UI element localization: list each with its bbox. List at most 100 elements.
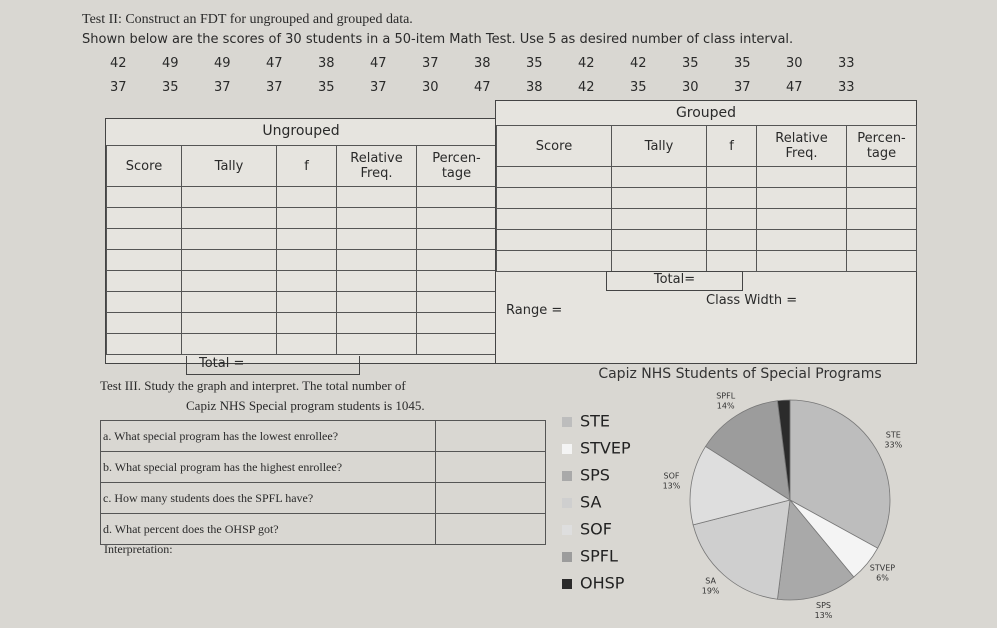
blank-cell (611, 208, 707, 230)
blank-cell (276, 312, 337, 334)
score: 35 (526, 56, 543, 71)
score: 37 (214, 80, 231, 95)
column-header: Relative Freq. (756, 125, 847, 167)
ungrouped-box: Ungrouped Score Tally f Relative Freq. Perce… (105, 118, 497, 364)
blank-cell (181, 270, 277, 292)
slice-name: SPFL (716, 392, 736, 401)
blank-cell (416, 249, 497, 271)
blank-cell (496, 208, 612, 230)
blank-cell (336, 312, 417, 334)
score: 35 (630, 80, 647, 95)
column-header: f (276, 145, 337, 187)
score: 30 (682, 80, 699, 95)
answer-cell (435, 420, 546, 452)
blank-row (496, 229, 917, 251)
blank-cell (496, 250, 612, 272)
blank-cell (276, 270, 337, 292)
blank-cell (336, 333, 417, 355)
score: 38 (526, 80, 543, 95)
legend-label: SPFL (580, 547, 618, 566)
slice-percent: 33% (884, 440, 902, 449)
column-header: Tally (181, 145, 277, 187)
score: 37 (370, 80, 387, 95)
score: 35 (682, 56, 699, 71)
blank-cell (756, 166, 847, 188)
class-width-label: Class Width = (706, 293, 798, 308)
blank-cell (181, 186, 277, 208)
blank-row (106, 186, 497, 208)
blank-cell (181, 312, 277, 334)
slice-percent: 14% (717, 402, 735, 411)
legend-label: SA (580, 493, 601, 512)
ungrouped-title: Ungrouped (262, 123, 340, 139)
ungrouped-total: Total = (186, 356, 360, 375)
score: 38 (474, 56, 491, 71)
legend-swatch (562, 579, 572, 589)
chart-title: Capiz NHS Students of Special Programs (598, 366, 881, 382)
score: 35 (162, 80, 179, 95)
column-header: Score (496, 125, 612, 167)
blank-cell (706, 187, 757, 209)
score: 47 (370, 56, 387, 71)
score: 33 (838, 56, 855, 71)
slice-name: STE (886, 430, 901, 439)
legend-label: SPS (580, 466, 610, 485)
blank-row (106, 333, 497, 355)
blank-cell (611, 250, 707, 272)
grouped-table: Score Tally f Relative Freq. Percen- tage (496, 125, 917, 272)
pie-chart: Capiz NHS Students of Special Programs S… (562, 366, 903, 620)
column-header: Percen- tage (846, 125, 917, 167)
score: 35 (734, 56, 751, 71)
slice-percent: 19% (702, 587, 720, 596)
blank-cell (416, 333, 497, 355)
header-row: Score Tally f Relative Freq. Percen- tage (106, 145, 497, 187)
test3-instruction-cont: Capiz NHS Special program students is 10… (186, 398, 425, 413)
score: 37 (266, 80, 283, 95)
slice-name: SOF (663, 471, 679, 480)
blank-cell (706, 250, 757, 272)
slice-name: SPS (816, 601, 831, 610)
score: 33 (838, 80, 855, 95)
blank-cell (846, 166, 917, 188)
blank-cell (336, 186, 417, 208)
blank-cell (416, 207, 497, 229)
test2-title: Test II: Construct an FDT for ungrouped … (82, 12, 413, 27)
blank-row (496, 250, 917, 272)
blank-cell (706, 208, 757, 230)
interpretation-label: Interpretation: (104, 542, 173, 556)
legend-swatch (562, 552, 572, 562)
blank-cell (106, 207, 182, 229)
blank-row (106, 207, 497, 229)
slice-name: SA (705, 577, 716, 586)
blank-cell (106, 228, 182, 250)
test3-instruction: Test III. Study the graph and interpret.… (100, 378, 406, 393)
legend-label: SOF (580, 520, 612, 539)
blank-cell (336, 270, 417, 292)
grouped-box: Grouped Score Tally f Relative Freq. Percen-… (495, 100, 917, 364)
blank-cell (706, 166, 757, 188)
score: 47 (266, 56, 283, 71)
answer-cell (435, 451, 546, 483)
score: 47 (786, 80, 803, 95)
question-row: c. How many students does the SPFL have? (100, 482, 546, 514)
blank-cell (756, 208, 847, 230)
blank-cell (106, 333, 182, 355)
score: 35 (318, 80, 335, 95)
blank-cell (276, 333, 337, 355)
blank-cell (846, 229, 917, 251)
slice-percent: 13% (663, 481, 681, 490)
score: 37 (422, 56, 439, 71)
blank-row (106, 228, 497, 250)
score: 49 (162, 56, 179, 71)
column-header: Percen- tage (416, 145, 497, 187)
blank-cell (496, 229, 612, 251)
question: a. What special program has the lowest e… (100, 420, 436, 452)
blank-cell (706, 229, 757, 251)
legend-swatch (562, 525, 572, 535)
blank-row (106, 312, 497, 334)
blank-cell (276, 291, 337, 313)
score: 30 (786, 56, 803, 71)
score: 49 (214, 56, 231, 71)
slice-percent: 6% (876, 573, 889, 582)
